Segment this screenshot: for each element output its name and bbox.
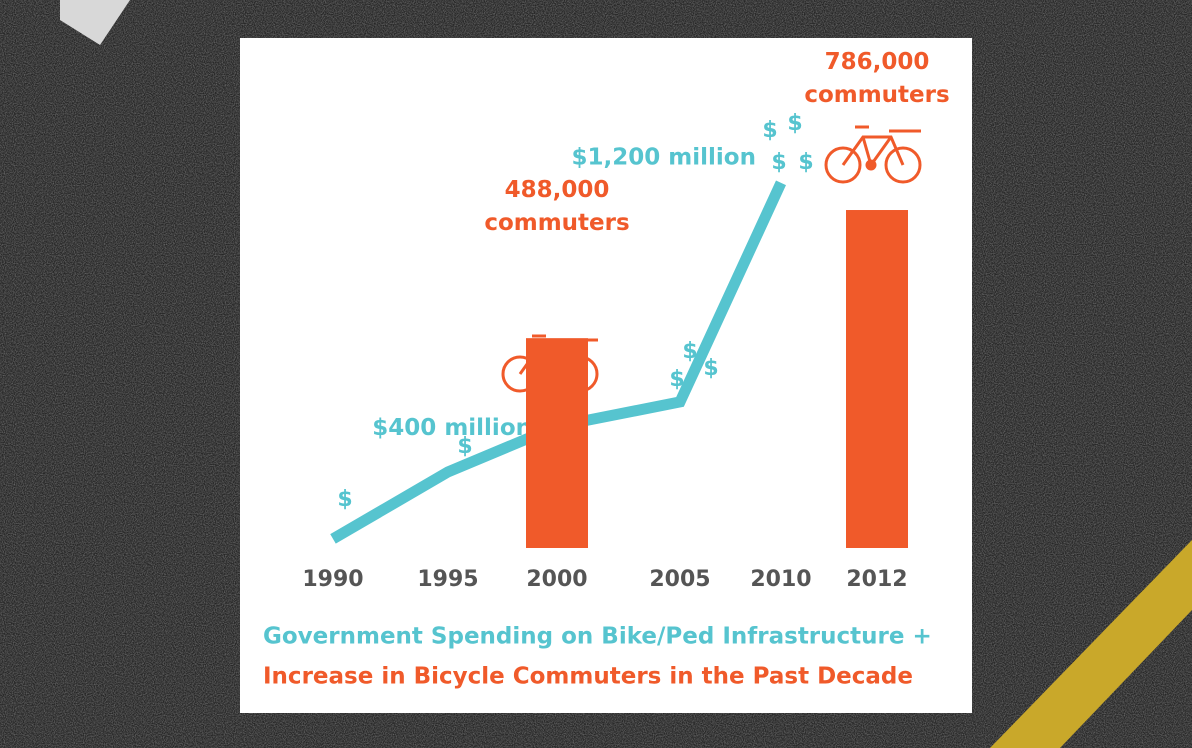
- dollar-sign: $: [762, 118, 777, 143]
- x-tick-label: 2010: [750, 567, 811, 592]
- dollar-sign: $: [669, 367, 684, 392]
- bar-label: 488,000 commuters: [484, 177, 629, 236]
- dollar-sign: $: [798, 150, 813, 175]
- line-label: $1,200 million: [572, 144, 756, 170]
- x-tick-label: 2000: [526, 567, 587, 592]
- x-tick-label: 1995: [417, 567, 478, 592]
- bike-icon: [824, 125, 922, 184]
- x-tick-label: 1990: [302, 567, 363, 592]
- x-tick-label: 2005: [649, 567, 710, 592]
- dollar-sign: $: [337, 487, 352, 512]
- bar: [526, 338, 588, 548]
- bar-label: 786,000 commuters: [804, 49, 949, 108]
- dollar-sign: $: [787, 111, 802, 136]
- road-line: [990, 540, 1192, 748]
- bar: [846, 210, 908, 548]
- road-marking: [60, 0, 130, 45]
- dollar-sign: $: [771, 150, 786, 175]
- chart-title: Government Spending on Bike/Ped Infrastr…: [263, 624, 932, 650]
- chart-subtitle: Increase in Bicycle Commuters in the Pas…: [263, 664, 913, 690]
- x-tick-label: 2012: [846, 567, 907, 592]
- dollar-sign: $: [703, 356, 718, 381]
- line-label: $400 million: [372, 415, 532, 441]
- dollar-sign: $: [682, 339, 697, 364]
- dollar-sign: $: [457, 434, 472, 459]
